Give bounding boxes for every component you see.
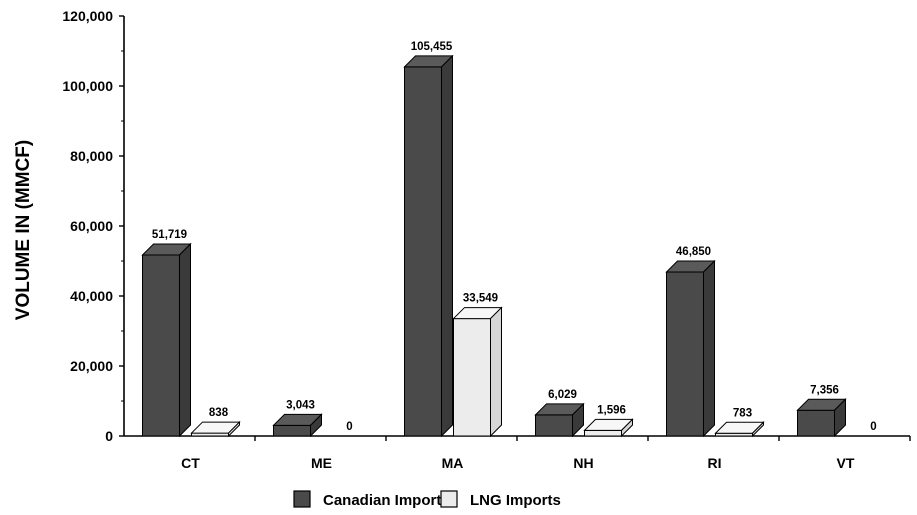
bar bbox=[404, 66, 442, 437]
bar-side bbox=[752, 421, 764, 438]
data-label: 0 bbox=[346, 421, 352, 433]
data-label: 838 bbox=[209, 407, 229, 419]
y-tick-label: 0 bbox=[105, 428, 113, 444]
bars bbox=[141, 54, 847, 438]
data-label: 7,356 bbox=[810, 384, 839, 396]
bar bbox=[273, 424, 311, 437]
x-tick-label: ME bbox=[311, 455, 332, 471]
bar bbox=[797, 409, 835, 437]
bar-side bbox=[179, 242, 191, 438]
data-label: 33,549 bbox=[463, 293, 498, 305]
x-tick-label: RI bbox=[708, 455, 722, 471]
data-label: 3,043 bbox=[286, 399, 315, 411]
bar bbox=[584, 429, 622, 437]
legend-swatch bbox=[440, 490, 458, 508]
bar-side bbox=[834, 398, 846, 438]
data-label: 105,455 bbox=[411, 41, 453, 53]
legend-label: LNG Imports bbox=[470, 492, 561, 509]
legend: Canadian Imports LNG Imports bbox=[293, 490, 561, 509]
bar-side bbox=[703, 259, 715, 438]
x-tick-label: MA bbox=[442, 455, 464, 471]
y-tick-label: 80,000 bbox=[70, 148, 113, 164]
bar bbox=[142, 254, 180, 437]
y-tick-label: 120,000 bbox=[62, 8, 113, 24]
bar-side bbox=[441, 54, 453, 438]
bar-side bbox=[310, 413, 322, 438]
y-tick-label: 40,000 bbox=[70, 288, 113, 304]
y-tick-label: 60,000 bbox=[70, 218, 113, 234]
data-label: 46,850 bbox=[676, 246, 711, 258]
bar bbox=[453, 318, 491, 437]
bar-side bbox=[572, 402, 584, 438]
data-label: 1,596 bbox=[597, 404, 626, 416]
data-label: 0 bbox=[870, 421, 876, 433]
data-label: 51,719 bbox=[152, 229, 187, 241]
data-labels: 51,719 838 3,043 0 105,455 33,549 6,029 1,596 46… bbox=[152, 41, 877, 433]
bar bbox=[535, 414, 573, 437]
legend-label: Canadian Imports bbox=[323, 492, 450, 509]
data-label: 783 bbox=[733, 407, 752, 419]
legend-swatch bbox=[293, 490, 311, 508]
data-label: 6,029 bbox=[548, 389, 577, 401]
y-tick-label: 20,000 bbox=[70, 358, 113, 374]
x-tick-label: VT bbox=[837, 455, 855, 471]
axes: 0 20,000 40,000 60,000 80,000 100,000 120,000 C… bbox=[62, 8, 911, 471]
bar-side bbox=[490, 306, 502, 438]
bar bbox=[666, 271, 704, 437]
bar-side bbox=[228, 420, 240, 438]
y-tick-label: 100,000 bbox=[62, 78, 113, 94]
y-axis-title: VOLUME IN (MMCF) bbox=[13, 140, 34, 320]
x-tick-label: NH bbox=[573, 455, 593, 471]
bar-side bbox=[621, 418, 633, 438]
x-tick-label: CT bbox=[181, 455, 200, 471]
